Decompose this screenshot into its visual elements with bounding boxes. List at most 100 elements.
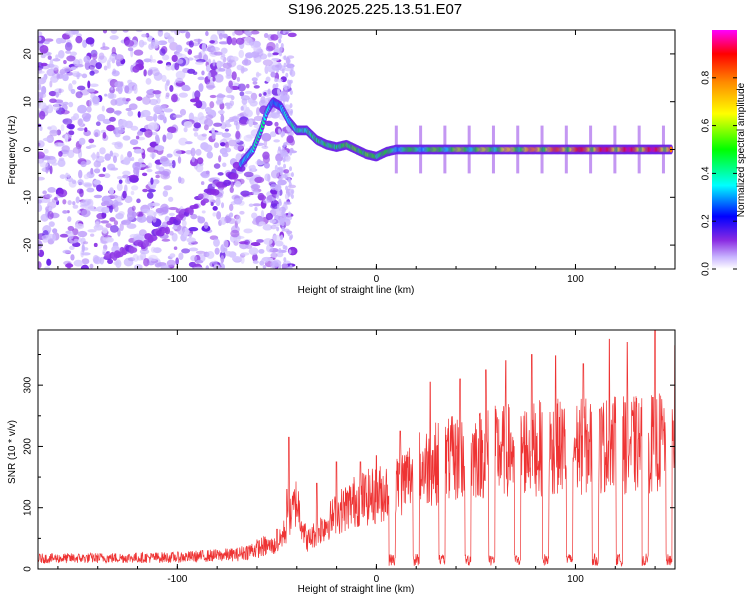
- noise-speckle: [90, 233, 95, 237]
- noise-speckle: [245, 52, 254, 59]
- noise-speckle: [226, 35, 233, 45]
- noise-speckle: [287, 79, 291, 85]
- noise-speckle: [113, 205, 119, 213]
- noise-speckle: [289, 103, 293, 109]
- noise-speckle: [89, 263, 94, 269]
- noise-speckle: [93, 242, 98, 248]
- noise-speckle: [136, 130, 144, 136]
- noise-speckle: [154, 145, 165, 151]
- noise-speckle: [251, 212, 258, 219]
- noise-speckle: [238, 241, 249, 245]
- noise-speckle: [242, 193, 247, 198]
- noise-speckle: [146, 168, 153, 173]
- noise-speckle: [173, 148, 182, 157]
- noise-speckle: [168, 206, 179, 211]
- noise-speckle: [275, 42, 279, 48]
- noise-speckle: [75, 196, 80, 204]
- noise-speckle: [98, 173, 106, 178]
- noise-speckle: [93, 168, 101, 174]
- noise-speckle: [240, 252, 250, 256]
- diagonal-band-blob: [107, 258, 114, 264]
- noise-speckle: [274, 121, 279, 127]
- noise-speckle: [164, 215, 170, 222]
- noise-speckle: [262, 265, 267, 269]
- noise-speckle: [235, 235, 245, 240]
- noise-speckle: [271, 57, 280, 61]
- noise-speckle: [58, 157, 65, 161]
- noise-speckle: [79, 199, 90, 207]
- noise-speckle: [221, 53, 226, 58]
- noise-speckle: [166, 259, 176, 267]
- noise-speckle: [283, 62, 287, 68]
- noise-speckle: [177, 225, 186, 235]
- noise-speckle: [289, 90, 293, 96]
- noise-speckle: [287, 58, 291, 64]
- noise-speckle: [248, 119, 254, 127]
- noise-speckle: [212, 59, 216, 67]
- noise-speckle: [63, 59, 67, 65]
- noise-speckle: [161, 74, 167, 83]
- noise-speckle: [47, 201, 57, 209]
- noise-speckle: [105, 223, 112, 228]
- noise-speckle: [168, 196, 174, 202]
- noise-speckle: [188, 227, 199, 232]
- noise-speckle: [252, 253, 258, 262]
- noise-speckle: [289, 150, 293, 156]
- noise-speckle: [278, 129, 282, 135]
- noise-speckle: [261, 132, 272, 142]
- noise-speckle: [38, 140, 45, 148]
- noise-speckle: [165, 64, 172, 71]
- noise-speckle: [185, 141, 193, 145]
- noise-speckle: [263, 162, 270, 169]
- noise-speckle: [149, 88, 154, 93]
- noise-speckle: [280, 234, 284, 240]
- noise-speckle: [224, 128, 229, 132]
- noise-speckle: [124, 85, 130, 94]
- y-tick-label: -10: [23, 190, 34, 205]
- noise-speckle: [104, 93, 108, 97]
- noise-speckle: [68, 124, 75, 130]
- noise-speckle: [233, 198, 243, 205]
- noise-speckle: [198, 52, 202, 60]
- noise-speckle: [48, 159, 55, 165]
- noise-speckle: [222, 239, 229, 249]
- noise-speckle: [81, 73, 88, 79]
- noise-speckle: [255, 107, 261, 116]
- noise-speckle: [110, 98, 118, 106]
- noise-speckle: [164, 82, 168, 92]
- noise-speckle: [130, 190, 135, 196]
- noise-speckle: [102, 118, 112, 125]
- noise-speckle: [153, 149, 159, 154]
- noise-speckle: [190, 255, 198, 262]
- noise-speckle: [201, 42, 207, 52]
- noise-speckle: [244, 30, 251, 35]
- noise-speckle: [150, 246, 157, 253]
- noise-speckle: [112, 68, 117, 75]
- noise-speckle: [239, 210, 245, 215]
- noise-speckle: [222, 62, 232, 69]
- noise-speckle: [234, 181, 242, 188]
- x-tick-label: 0: [374, 274, 380, 285]
- noise-speckle: [109, 217, 116, 222]
- noise-speckle: [278, 51, 282, 57]
- noise-speckle: [106, 59, 110, 69]
- noise-speckle: [236, 64, 243, 71]
- noise-speckle: [147, 188, 156, 193]
- noise-speckle: [270, 260, 279, 269]
- noise-speckle: [279, 46, 283, 52]
- noise-speckle: [270, 169, 280, 179]
- noise-speckle: [277, 160, 281, 166]
- noise-speckle: [231, 37, 238, 46]
- noise-speckle: [224, 217, 232, 222]
- noise-speckle: [203, 118, 214, 127]
- noise-speckle: [181, 84, 190, 92]
- noise-speckle: [72, 71, 80, 75]
- noise-speckle: [266, 243, 274, 253]
- noise-speckle: [274, 240, 284, 247]
- noise-speckle: [287, 191, 291, 197]
- noise-speckle: [136, 211, 144, 218]
- noise-speckle: [103, 65, 108, 71]
- noise-speckle: [72, 113, 80, 121]
- noise-speckle: [131, 205, 136, 211]
